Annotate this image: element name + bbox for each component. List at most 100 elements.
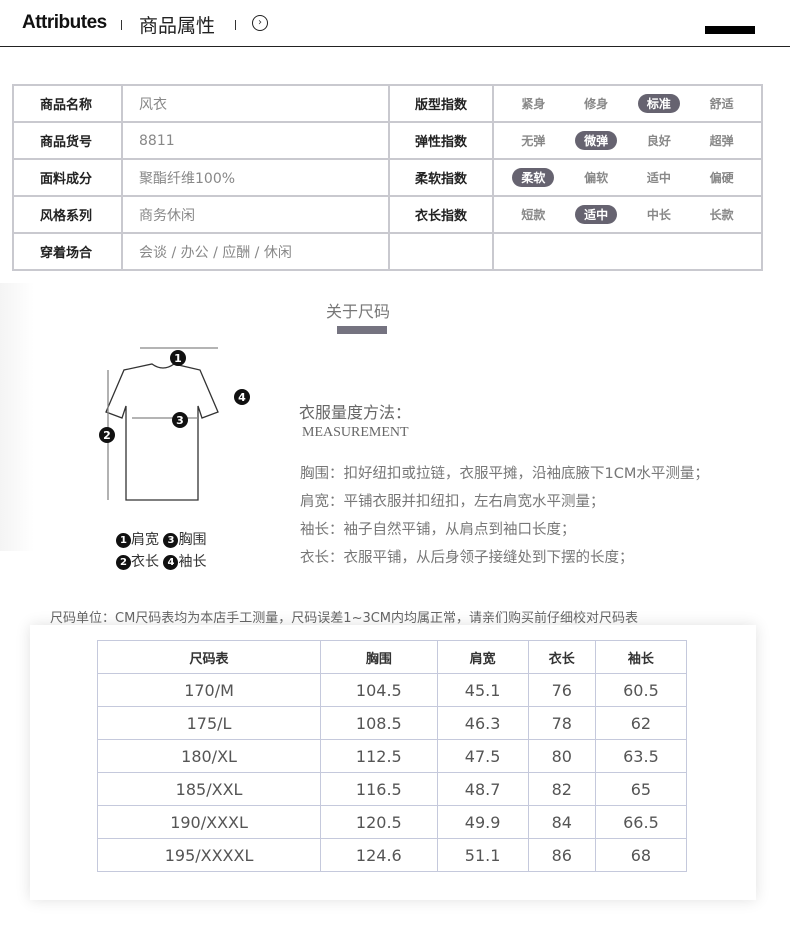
index-option: 无弹	[521, 134, 546, 148]
index-option: 良好	[646, 134, 671, 148]
attribute-label: 穿着场合	[12, 232, 123, 271]
attribute-value: 风衣	[121, 84, 390, 123]
attribute-label: 商品货号	[12, 121, 123, 160]
table-row: 190/XXXL 120.5 49.9 84 66.5	[96, 805, 688, 839]
measurement-title: 衣服量度方法：	[299, 403, 412, 422]
divider	[121, 20, 122, 30]
index-option: 舒适	[709, 97, 734, 111]
table-cell: 66.5	[594, 805, 688, 839]
index-options: 短款 适中 中长 长款	[492, 195, 763, 234]
header-title-en: Attributes	[22, 12, 107, 33]
header-title-cn: 商品属性	[139, 15, 216, 37]
legend-label: 衣长	[131, 554, 159, 570]
table-cell: 80	[527, 739, 596, 773]
index-options: 无弹 微弹 良好 超弹	[492, 121, 763, 160]
index-option: 适中	[646, 171, 671, 185]
table-cell: 112.5	[320, 739, 438, 773]
method-line: 胸围：扣好纽扣或拉链，衣服平摊，沿袖底腋下1CM水平测量；	[300, 466, 709, 482]
header-bar	[705, 26, 755, 34]
header-rule	[0, 46, 790, 47]
attribute-value: 商务休闲	[121, 195, 390, 234]
attribute-label: 风格系列	[12, 195, 123, 234]
index-options: 柔软 偏软 适中 偏硬	[492, 158, 763, 197]
column-header: 尺码表	[96, 640, 322, 674]
table-cell: 180/XL	[96, 739, 322, 773]
index-option: 修身	[584, 97, 609, 111]
table-cell: 104.5	[320, 673, 438, 707]
table-cell: 65	[594, 772, 688, 806]
legend-label: 袖长	[178, 554, 207, 570]
table-cell: 175/L	[96, 706, 322, 740]
size-note: 尺码单位：CM尺码表均为本店手工测量，尺码误差1~3CM内均属正常，请亲们购买前…	[50, 611, 639, 626]
size-section-title: 关于尺码	[326, 302, 391, 321]
legend-number: 2	[116, 554, 131, 570]
table-cell: 51.1	[436, 838, 529, 872]
column-header: 肩宽	[436, 640, 529, 674]
table-cell: 116.5	[320, 772, 438, 806]
column-header: 胸围	[320, 640, 438, 674]
table-row: 185/XXL 116.5 48.7 82 65	[96, 772, 688, 806]
attribute-value: 聚酯纤维100%	[121, 158, 390, 197]
branch-decoration	[0, 283, 34, 551]
legend-number: 3	[163, 532, 179, 548]
legend-row: 2 衣长 4 袖长	[116, 551, 206, 571]
attribute-value: 8811	[121, 121, 390, 160]
attribute-label: 商品名称	[12, 84, 123, 123]
size-table: 尺码表 胸围 肩宽 衣长 袖长 170/M 104.5 45.1 76 60.5 175/L 108.…	[96, 640, 688, 872]
legend-row: 1 肩宽 3 胸围	[116, 529, 206, 549]
attribute-row: 面料成分 聚酯纤维100% 柔软指数 柔软 偏软 适中 偏硬	[12, 158, 763, 197]
table-cell: 190/XXXL	[96, 805, 322, 839]
legend-number: 4	[163, 554, 179, 570]
divider	[235, 20, 236, 30]
table-cell: 49.9	[436, 805, 529, 839]
table-row: 195/XXXXL 124.6 51.1 86 68	[96, 838, 688, 872]
measure-marker: 1 2 3 4	[99, 350, 250, 443]
table-cell: 86	[527, 838, 596, 872]
method-line: 衣长：衣服平铺，从后身领子接缝处到下摆的长度；	[300, 550, 634, 566]
table-cell: 62	[594, 706, 688, 740]
attributes-table: 商品名称 风衣 版型指数 紧身 修身 标准 舒适商品货号 8811 弹性指数 无弹 微弹 良好 超弹…	[12, 84, 763, 271]
table-cell: 47.5	[436, 739, 529, 773]
index-label: 柔软指数	[388, 158, 494, 197]
svg-text:2: 2	[103, 429, 111, 442]
table-cell: 46.3	[436, 706, 529, 740]
index-option: 微弹	[575, 131, 618, 150]
index-label: 弹性指数	[388, 121, 494, 160]
index-option: 适中	[575, 205, 618, 224]
index-option: 超弹	[709, 134, 734, 148]
attribute-row: 商品名称 风衣 版型指数 紧身 修身 标准 舒适	[12, 84, 763, 123]
legend-number: 1	[116, 532, 131, 548]
attribute-label: 面料成分	[12, 158, 123, 197]
svg-text:3: 3	[176, 414, 184, 427]
table-row: 170/M 104.5 45.1 76 60.5	[96, 673, 688, 707]
column-header: 衣长	[527, 640, 596, 674]
table-cell: 124.6	[320, 838, 438, 872]
index-option: 柔软	[512, 168, 555, 187]
attribute-value: 会谈 / 办公 / 应酬 / 休闲	[121, 232, 390, 271]
table-row: 175/L 108.5 46.3 78 62	[96, 706, 688, 740]
attribute-row: 穿着场合 会谈 / 办公 / 应酬 / 休闲	[12, 232, 763, 271]
column-header: 袖长	[594, 640, 688, 674]
attribute-row: 风格系列 商务休闲 衣长指数 短款 适中 中长 长款	[12, 195, 763, 234]
legend-label: 肩宽	[131, 532, 159, 548]
index-option: 长款	[709, 208, 734, 222]
index-label: 版型指数	[388, 84, 494, 123]
empty-cell	[492, 232, 763, 271]
index-option: 紧身	[521, 97, 546, 111]
index-option: 偏硬	[709, 171, 734, 185]
table-cell: 170/M	[96, 673, 322, 707]
svg-text:4: 4	[238, 391, 246, 404]
index-option: 标准	[637, 94, 680, 113]
table-cell: 60.5	[594, 673, 688, 707]
table-cell: 195/XXXXL	[96, 838, 322, 872]
index-options: 紧身 修身 标准 舒适	[492, 84, 763, 123]
empty-cell	[388, 232, 494, 271]
index-option: 短款	[521, 208, 546, 222]
table-cell: 82	[527, 772, 596, 806]
table-row: 180/XL 112.5 47.5 80 63.5	[96, 739, 688, 773]
table-cell: 185/XXL	[96, 772, 322, 806]
table-cell: 45.1	[436, 673, 529, 707]
index-option: 中长	[646, 208, 671, 222]
table-cell: 120.5	[320, 805, 438, 839]
table-cell: 78	[527, 706, 596, 740]
